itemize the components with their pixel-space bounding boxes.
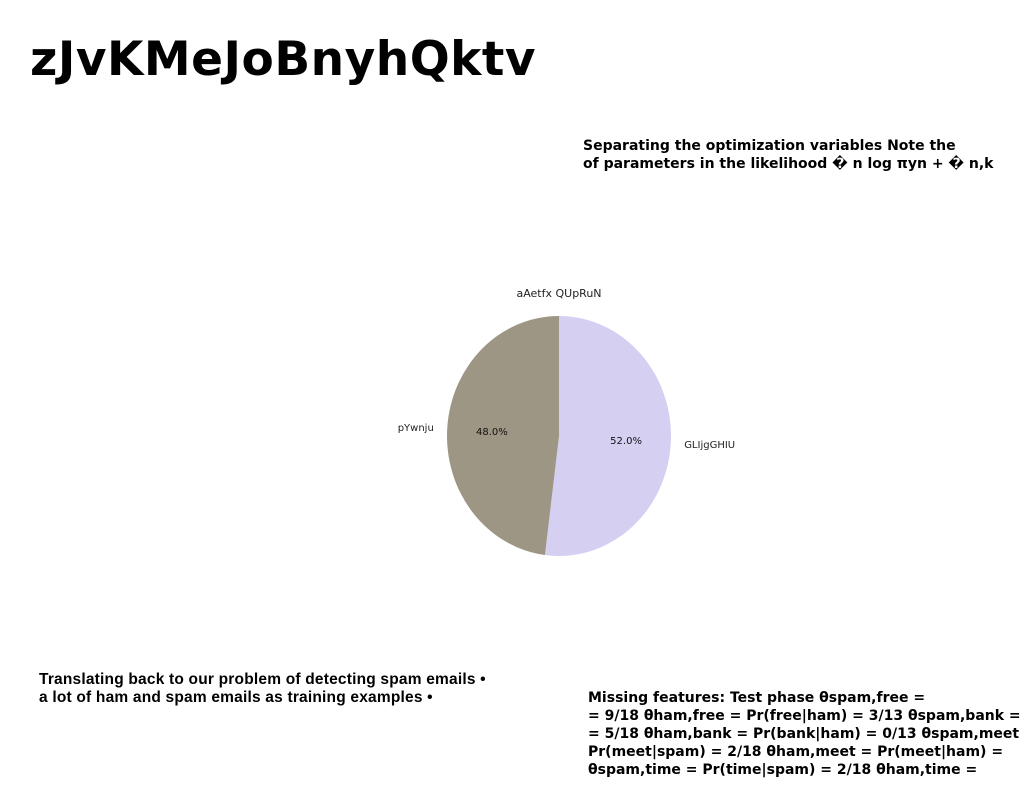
bottom-left-text: Translating back to our problem of detec… bbox=[39, 671, 486, 707]
top-note-line: Separating the optimization variables No… bbox=[583, 138, 956, 154]
bottom-right-line: Pr(meet|spam) = 2/18 θham,meet = Pr(meet… bbox=[588, 744, 1004, 760]
top-note-line: of parameters in the likelihood � n log … bbox=[583, 156, 994, 172]
page-title: zJvKMeJoBnyhQktv bbox=[30, 32, 537, 87]
bottom-right-line: = 5/18 θham,bank = Pr(bank|ham) = 0/13 θ… bbox=[588, 726, 1020, 742]
slice-percent-label: 48.0% bbox=[476, 427, 508, 438]
pie-slice bbox=[544, 316, 671, 556]
pie-chart: aAetfx QUpRuN 52.0% GLIjgGHIU 48.0% pYwnju bbox=[398, 287, 735, 556]
bottom-right-text: Missing features: Test phase θspam,free … bbox=[588, 689, 1021, 779]
chart-title: aAetfx QUpRuN bbox=[516, 287, 601, 300]
pie-labels: 52.0% GLIjgGHIU 48.0% pYwnju bbox=[398, 423, 735, 451]
slice-category-label: pYwnju bbox=[398, 423, 434, 434]
bottom-right-line: Missing features: Test phase θspam,free … bbox=[588, 690, 926, 706]
slice-percent-label: 52.0% bbox=[610, 436, 642, 447]
slice-category-label: GLIjgGHIU bbox=[684, 440, 735, 451]
top-note-text: Separating the optimization variables No… bbox=[583, 137, 994, 173]
bottom-left-line: Translating back to our problem of detec… bbox=[39, 671, 486, 688]
pie-slice bbox=[446, 316, 559, 556]
bottom-left-line: a lot of ham and spam emails as training… bbox=[39, 689, 433, 706]
pie-slices bbox=[446, 316, 671, 556]
bottom-right-line: θspam,time = Pr(time|spam) = 2/18 θham,t… bbox=[588, 762, 978, 778]
bottom-right-line: = 9/18 θham,free = Pr(free|ham) = 3/13 θ… bbox=[588, 708, 1021, 724]
